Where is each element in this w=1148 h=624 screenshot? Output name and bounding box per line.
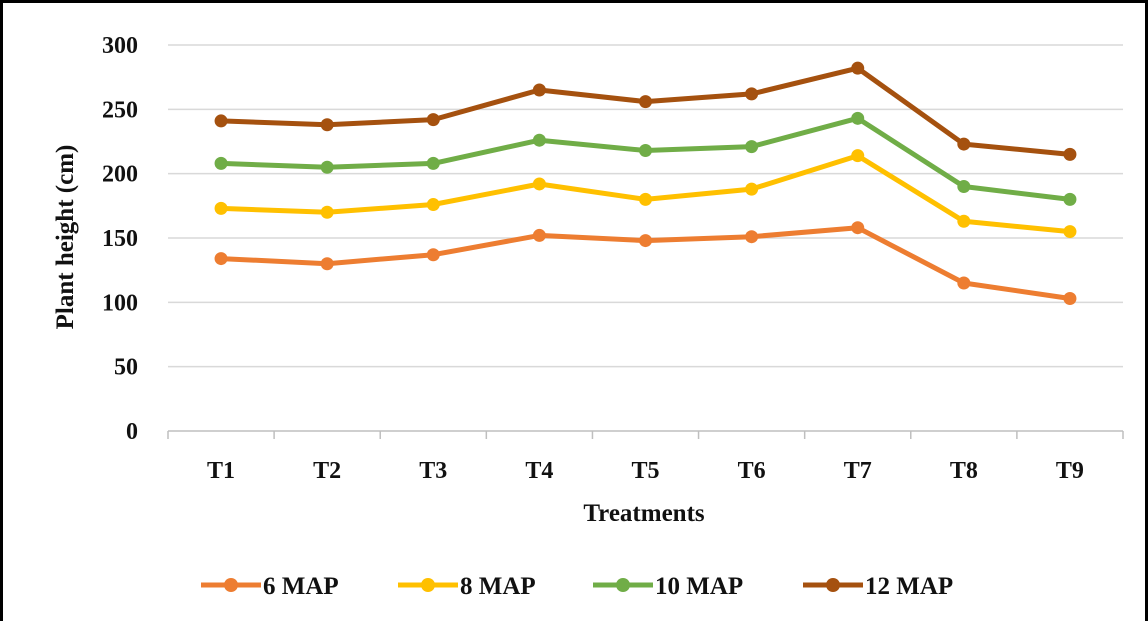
x-tick-label: T3 <box>419 458 447 484</box>
y-tick-label: 200 <box>102 162 138 188</box>
line-chart: 0 50 100 150 200 250 300 T1 T2 T3 T4 T5 T6 T7 T8 T9 Tr… <box>52 33 1124 600</box>
x-axis-tick-labels: T1 T2 T3 T4 T5 T6 T7 T8 T9 <box>207 458 1084 484</box>
data-point <box>851 111 865 125</box>
data-point <box>851 221 865 235</box>
data-point <box>214 114 228 128</box>
data-point <box>745 140 759 154</box>
data-point <box>426 248 440 262</box>
data-point <box>214 201 228 215</box>
x-tick-label: T5 <box>631 458 659 484</box>
series-6-map <box>214 221 1077 305</box>
data-point <box>426 113 440 127</box>
y-tick-label: 150 <box>102 226 138 252</box>
y-tick-label: 250 <box>102 97 138 123</box>
data-point <box>957 276 971 290</box>
legend-label: 8 MAP <box>460 573 536 600</box>
legend-label: 6 MAP <box>263 573 339 600</box>
x-tick-label: T9 <box>1056 458 1084 484</box>
legend-swatch-marker <box>826 578 840 592</box>
data-point <box>532 133 546 147</box>
y-tick-label: 100 <box>102 290 138 316</box>
x-tick-label: T2 <box>313 458 341 484</box>
data-point <box>214 156 228 170</box>
data-point <box>532 83 546 97</box>
data-point <box>532 177 546 191</box>
x-tick-label: T8 <box>950 458 978 484</box>
data-point <box>745 182 759 196</box>
legend-swatch-marker <box>224 578 238 592</box>
data-point <box>214 252 228 266</box>
legend-swatch-marker <box>616 578 630 592</box>
x-tick-label: T6 <box>738 458 766 484</box>
legend-item: 10 MAP <box>593 573 743 600</box>
data-point <box>532 228 546 242</box>
y-tick-label: 300 <box>102 33 138 59</box>
x-tick-label: T4 <box>525 458 553 484</box>
data-point <box>639 192 652 206</box>
x-tick-label: T7 <box>844 458 872 484</box>
legend-item: 6 MAP <box>201 573 339 600</box>
x-axis-title: Treatments <box>583 500 705 527</box>
data-point <box>639 95 652 109</box>
data-point <box>1063 147 1077 161</box>
data-point <box>639 234 652 248</box>
data-point <box>957 137 971 151</box>
x-axis <box>167 430 1124 439</box>
series-8-map <box>214 149 1077 239</box>
legend-label: 10 MAP <box>655 573 743 600</box>
data-point <box>426 156 440 170</box>
y-axis-tick-labels: 0 50 100 150 200 250 300 <box>102 33 138 445</box>
series-12-map <box>214 61 1077 161</box>
legend-item: 8 MAP <box>398 573 536 600</box>
data-point <box>320 205 334 219</box>
data-point <box>851 61 865 75</box>
y-tick-label: 50 <box>114 355 138 381</box>
legend-item: 12 MAP <box>803 573 953 600</box>
data-point <box>1063 225 1077 239</box>
series-10-map <box>214 111 1077 206</box>
data-point <box>1063 192 1077 206</box>
data-point <box>851 149 865 163</box>
data-point <box>957 214 971 228</box>
y-axis-title: Plant height (cm) <box>52 145 79 330</box>
data-point <box>957 180 971 194</box>
data-point <box>320 118 334 132</box>
y-tick-label: 0 <box>126 419 138 445</box>
data-point <box>426 198 440 212</box>
legend: 6 MAP 8 MAP 10 MAP 12 MAP <box>201 573 953 600</box>
data-point <box>320 160 334 174</box>
legend-swatch-marker <box>421 578 435 592</box>
series-line <box>218 65 1073 157</box>
data-point <box>745 87 759 101</box>
data-point <box>639 144 652 158</box>
data-point <box>745 230 759 244</box>
series-lines <box>214 61 1077 305</box>
x-tick-label: T1 <box>207 458 235 484</box>
data-point <box>1063 291 1077 305</box>
legend-label: 12 MAP <box>865 573 953 600</box>
data-point <box>320 257 334 271</box>
